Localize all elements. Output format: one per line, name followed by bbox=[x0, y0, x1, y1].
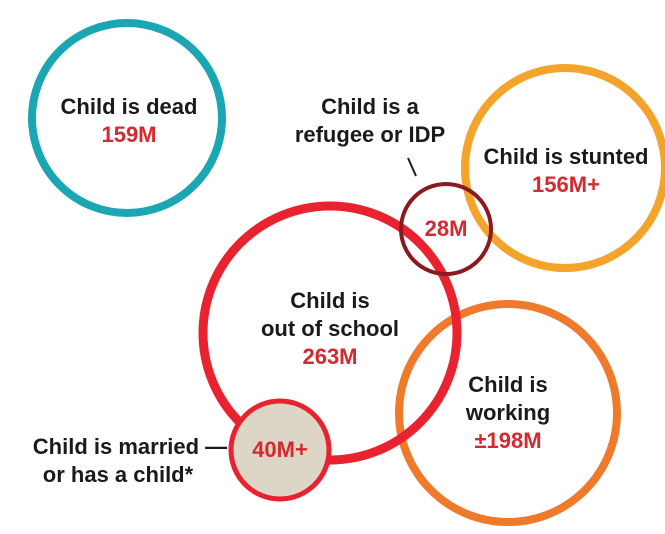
node-value: 263M bbox=[302, 344, 357, 369]
node-value: ±198M bbox=[474, 428, 541, 453]
circle-refugee bbox=[399, 182, 493, 276]
node-value: 40M+ bbox=[252, 437, 308, 462]
circle-married bbox=[228, 398, 332, 502]
node-label: Child is bbox=[468, 372, 547, 397]
circle-dead bbox=[28, 19, 226, 217]
circle-stunted bbox=[461, 64, 665, 272]
circle-working bbox=[395, 300, 621, 526]
node-label: Child is stunted bbox=[484, 144, 649, 169]
leader-line bbox=[407, 157, 417, 177]
node-label: refugee or IDP bbox=[295, 122, 445, 147]
node-label: Child is bbox=[290, 288, 369, 313]
node-label: Child is dead bbox=[61, 94, 198, 119]
node-label: Child is a bbox=[321, 94, 420, 119]
node-label: working bbox=[465, 400, 550, 425]
node-label: or has a child* bbox=[43, 462, 194, 487]
node-value: 28M bbox=[425, 216, 468, 241]
node-value: 159M bbox=[101, 122, 156, 147]
node-label: Child is married — bbox=[33, 434, 227, 459]
node-value: 156M+ bbox=[532, 172, 600, 197]
node-label: out of school bbox=[261, 316, 399, 341]
